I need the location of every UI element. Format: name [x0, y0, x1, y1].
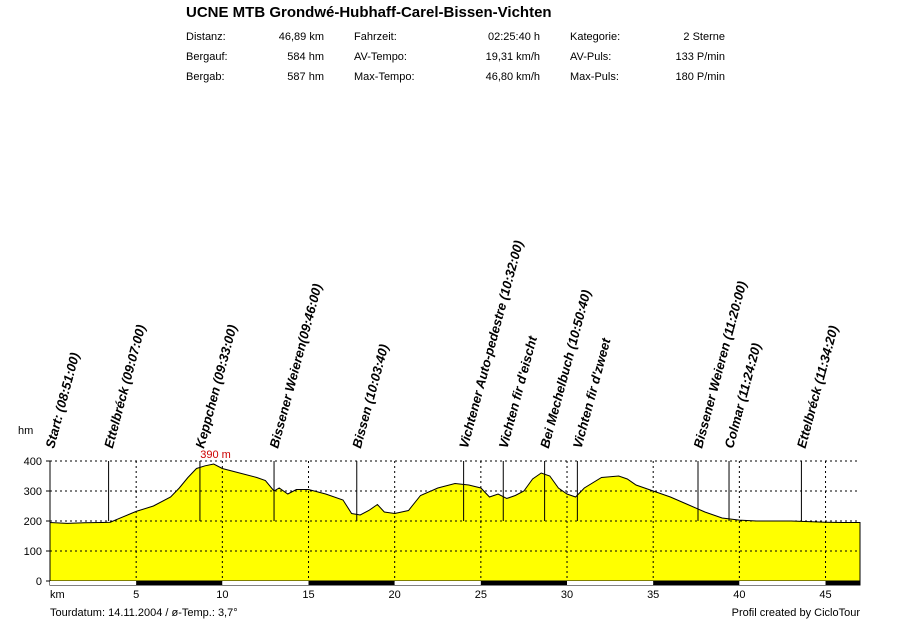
waypoint-label: Vichten fir d'eischt [496, 334, 541, 450]
stat-label-bergauf: Bergauf: [186, 51, 228, 63]
grid-lines [50, 460, 860, 581]
x-tick-label: 40 [733, 589, 745, 601]
km-bar-segment [567, 581, 654, 585]
x-tick-label: 10 [216, 589, 228, 601]
y-tick-label: 300 [24, 486, 42, 498]
stat-value-bergauf: 584 hm [287, 51, 324, 63]
waypoint-label: Bissener Weieren(09:46:00) [266, 282, 324, 450]
km-bar-segment [136, 581, 223, 585]
km-bar-segment [739, 581, 826, 585]
y-tick-label: 100 [24, 546, 42, 558]
stat-label-av-puls: AV-Puls: [570, 51, 612, 63]
y-tick-label: 200 [24, 516, 42, 528]
x-tick-label: 15 [302, 589, 314, 601]
waypoint-label: Keppchen (09:33:00) [192, 323, 239, 450]
stat-value-max-puls: 180 P/min [675, 71, 725, 83]
chart-title: UCNE MTB Grondwé-Hubhaff-Carel-Bissen-Vi… [186, 4, 552, 21]
x-axis: 5 10 15 20 25 30 35 40 45 [133, 589, 832, 601]
stat-value-distanz: 46,89 km [278, 31, 324, 43]
x-tick-label: 25 [475, 589, 487, 601]
y-tick-label: 400 [24, 456, 42, 468]
stat-label-bergab: Bergab: [186, 71, 225, 83]
waypoint-labels: Start: (08:51:00) Ettelbréck (09:07:00) Ke… [42, 239, 841, 450]
km-bar-segment [480, 581, 568, 585]
x-tick-label: 30 [561, 589, 573, 601]
stat-label-max-puls: Max-Puls: [570, 71, 619, 83]
x-axis-label: km [50, 589, 65, 601]
km-bar-segment [653, 581, 740, 585]
stat-value-bergab: 587 hm [287, 71, 324, 83]
stat-value-av-tempo: 19,31 km/h [485, 51, 540, 63]
y-tick-label: 0 [36, 576, 42, 588]
km-bar-segment [308, 581, 395, 585]
footer-tour-date: Tourdatum: 14.11.2004 / ø-Temp.: 3,7° [50, 607, 238, 619]
km-bar-segment [825, 581, 860, 585]
stat-label-max-tempo: Max-Tempo: [354, 71, 415, 83]
x-tick-label: 5 [133, 589, 139, 601]
max-elevation-label: 390 m [200, 449, 231, 461]
elevation-profile-chart: Start: (08:51:00) Ettelbréck (09:07:00) Ke… [18, 239, 861, 601]
waypoint-label: Ettelbréck (09:07:00) [101, 323, 148, 450]
stat-value-max-tempo: 46,80 km/h [485, 71, 540, 83]
y-axis: 0 100 200 300 400 [24, 456, 51, 588]
km-bar-segment [394, 581, 481, 585]
stat-value-av-puls: 133 P/min [675, 51, 725, 63]
stat-value-fahrzeit: 02:25:40 h [488, 31, 540, 43]
x-tick-label: 35 [647, 589, 659, 601]
elevation-area [49, 463, 861, 582]
waypoint-label: Bissen (10:03:40) [349, 343, 391, 450]
y-axis-label: hm [18, 425, 33, 437]
stat-value-kategorie: 2 Sterne [683, 31, 725, 43]
waypoint-label: Ettelbréck (11:34:20) [794, 324, 841, 450]
stat-label-kategorie: Kategorie: [570, 31, 621, 43]
waypoint-label: Start: (08:51:00) [42, 351, 82, 450]
x-tick-label: 20 [389, 589, 401, 601]
stat-label-av-tempo: AV-Tempo: [354, 51, 407, 63]
x-tick-label: 45 [819, 589, 831, 601]
footer-credit: Profil created by CicloTour [731, 607, 860, 619]
km-bar-segment [50, 581, 137, 585]
stat-label-fahrzeit: Fahrzeit: [354, 31, 397, 43]
km-scale-bar [49, 580, 861, 586]
km-bar-segment [222, 581, 309, 585]
stat-label-distanz: Distanz: [186, 31, 226, 43]
